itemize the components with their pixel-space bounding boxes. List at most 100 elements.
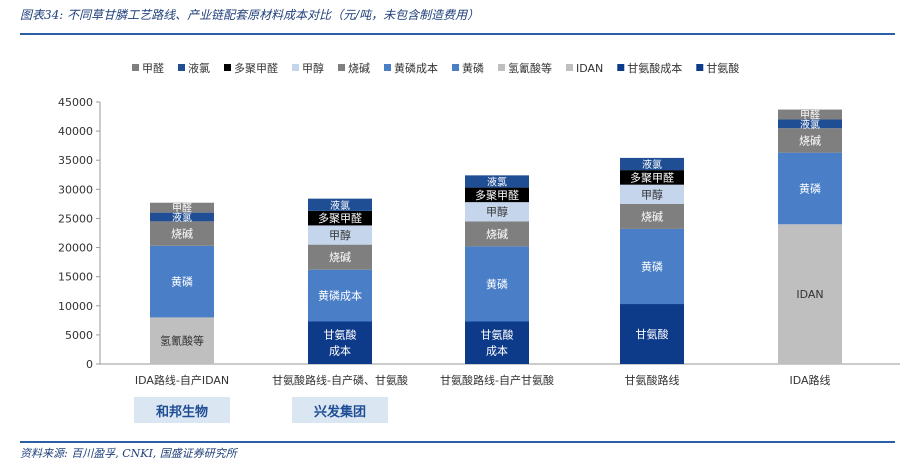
bar-segment (778, 152, 842, 225)
legend-label: 液氯 (188, 61, 210, 75)
bar-segment (778, 128, 842, 153)
bar-segment (308, 269, 372, 322)
bar-segment (620, 184, 684, 204)
title-divider (20, 33, 895, 35)
bar-segment (620, 157, 684, 171)
legend-swatch (696, 64, 704, 71)
bar-segment (465, 202, 529, 222)
legend-swatch (292, 64, 299, 71)
legend-swatch (338, 64, 345, 71)
data-label: 多聚甲醛 (475, 188, 519, 202)
bar-segment (308, 321, 372, 364)
legend-label: 甲醇 (302, 61, 324, 75)
data-label: 液氯 (487, 175, 507, 188)
y-tick-label: 30000 (58, 183, 93, 196)
y-tick-label: 40000 (58, 125, 93, 138)
data-label: 多聚甲醛 (318, 211, 362, 225)
y-tick-label: 45000 (58, 96, 93, 109)
legend-swatch (498, 64, 505, 71)
data-label: 甘氨酸 (324, 328, 357, 342)
bar-segment (308, 210, 372, 226)
legend-label: 黄磷 (462, 61, 484, 75)
y-tick-label: 35000 (58, 154, 93, 167)
bar-segment (620, 203, 684, 229)
bar-segment (150, 202, 214, 213)
source-note: 资料来源: 百川盈孚, CNKI, 国盛证券研究所 (20, 447, 237, 460)
legend-swatch (132, 64, 139, 71)
bar-segment (778, 224, 842, 364)
data-label: 烧碱 (171, 228, 193, 241)
bar-segment (308, 198, 372, 211)
bar-segment (150, 245, 214, 318)
legend-label: 甘氨酸 (706, 61, 739, 75)
data-label: 多聚甲醛 (630, 170, 674, 184)
data-label: 成本 (329, 344, 351, 358)
bar-segment (465, 321, 529, 364)
y-tick-label: 10000 (58, 300, 93, 313)
legend-label: 氢氰酸等 (508, 61, 552, 75)
bar-segment (465, 246, 529, 322)
data-label: 黄磷成本 (318, 289, 362, 303)
y-tick-label: 15000 (58, 271, 93, 284)
data-label: 液氯 (330, 199, 350, 212)
legend-swatch (224, 64, 231, 71)
legend-label: 多聚甲醛 (234, 61, 278, 75)
figure-title: 图表34: 不同草甘膦工艺路线、产业链配套原材料成本对比（元/吨，未包含制造费用… (20, 8, 480, 22)
data-label: 黄磷 (486, 277, 508, 291)
y-tick-label: 5000 (65, 329, 93, 342)
data-label: 烧碱 (641, 210, 663, 223)
data-label: 氢氰酸等 (160, 334, 204, 348)
x-category-label: 甘氨酸路线-自产甘氨酸 (440, 373, 554, 387)
legend-label: 甘氨酸成本 (627, 61, 682, 75)
bar-segment (465, 175, 529, 188)
legend-swatch (384, 64, 391, 71)
data-label: 甘氨酸 (636, 327, 669, 341)
data-label: IDAN (796, 288, 823, 301)
data-label: 烧碱 (329, 251, 351, 264)
x-category-label: IDA路线 (789, 373, 830, 387)
data-label: 甲醛 (172, 202, 192, 215)
data-label: 黄磷 (641, 259, 663, 273)
data-label: 液氯 (800, 118, 820, 131)
footer-divider (20, 441, 895, 443)
bar-segment (308, 225, 372, 245)
y-tick-label: 25000 (58, 212, 93, 225)
data-label: 成本 (486, 344, 508, 358)
data-label: 黄磷 (799, 181, 821, 195)
data-label: 烧碱 (486, 228, 508, 241)
company-tag-xingfa: 兴发集团 (292, 397, 388, 423)
data-label: 甘氨酸 (481, 328, 514, 342)
y-tick-label: 0 (86, 358, 93, 371)
data-label: 烧碱 (799, 134, 821, 147)
x-category-label: 甘氨酸路线 (625, 373, 680, 387)
bar-segment (620, 228, 684, 305)
legend-label: 甲醛 (142, 61, 164, 75)
legend-label: IDAN (576, 62, 603, 75)
x-category-label: 甘氨酸路线-自产磷、甘氨酸 (272, 373, 408, 387)
data-label: 液氯 (172, 211, 192, 224)
bar-segment (465, 221, 529, 247)
data-label: 甲醇 (329, 228, 351, 242)
bar-segment (150, 317, 214, 364)
legend-swatch (566, 64, 573, 71)
data-label: 甲醇 (641, 187, 663, 201)
legend-label: 黄磷成本 (394, 61, 438, 75)
bar-segment (150, 221, 214, 246)
bar-segment (778, 109, 842, 120)
bar-segment (308, 244, 372, 270)
legend-swatch (452, 64, 459, 71)
y-tick-label: 20000 (58, 242, 93, 255)
data-label: 黄磷 (171, 275, 193, 289)
legend-swatch (178, 64, 185, 71)
data-label: 甲醇 (486, 205, 508, 219)
legend-swatch (617, 64, 625, 71)
bar-segment (778, 119, 842, 129)
legend-label: 烧碱 (348, 62, 370, 75)
data-label: 液氯 (642, 158, 662, 171)
bar-segment (620, 170, 684, 185)
bar-segment (150, 212, 214, 222)
bar-segment (465, 187, 529, 203)
bar-segment (620, 304, 684, 364)
x-category-label: IDA路线-自产IDAN (135, 373, 229, 387)
